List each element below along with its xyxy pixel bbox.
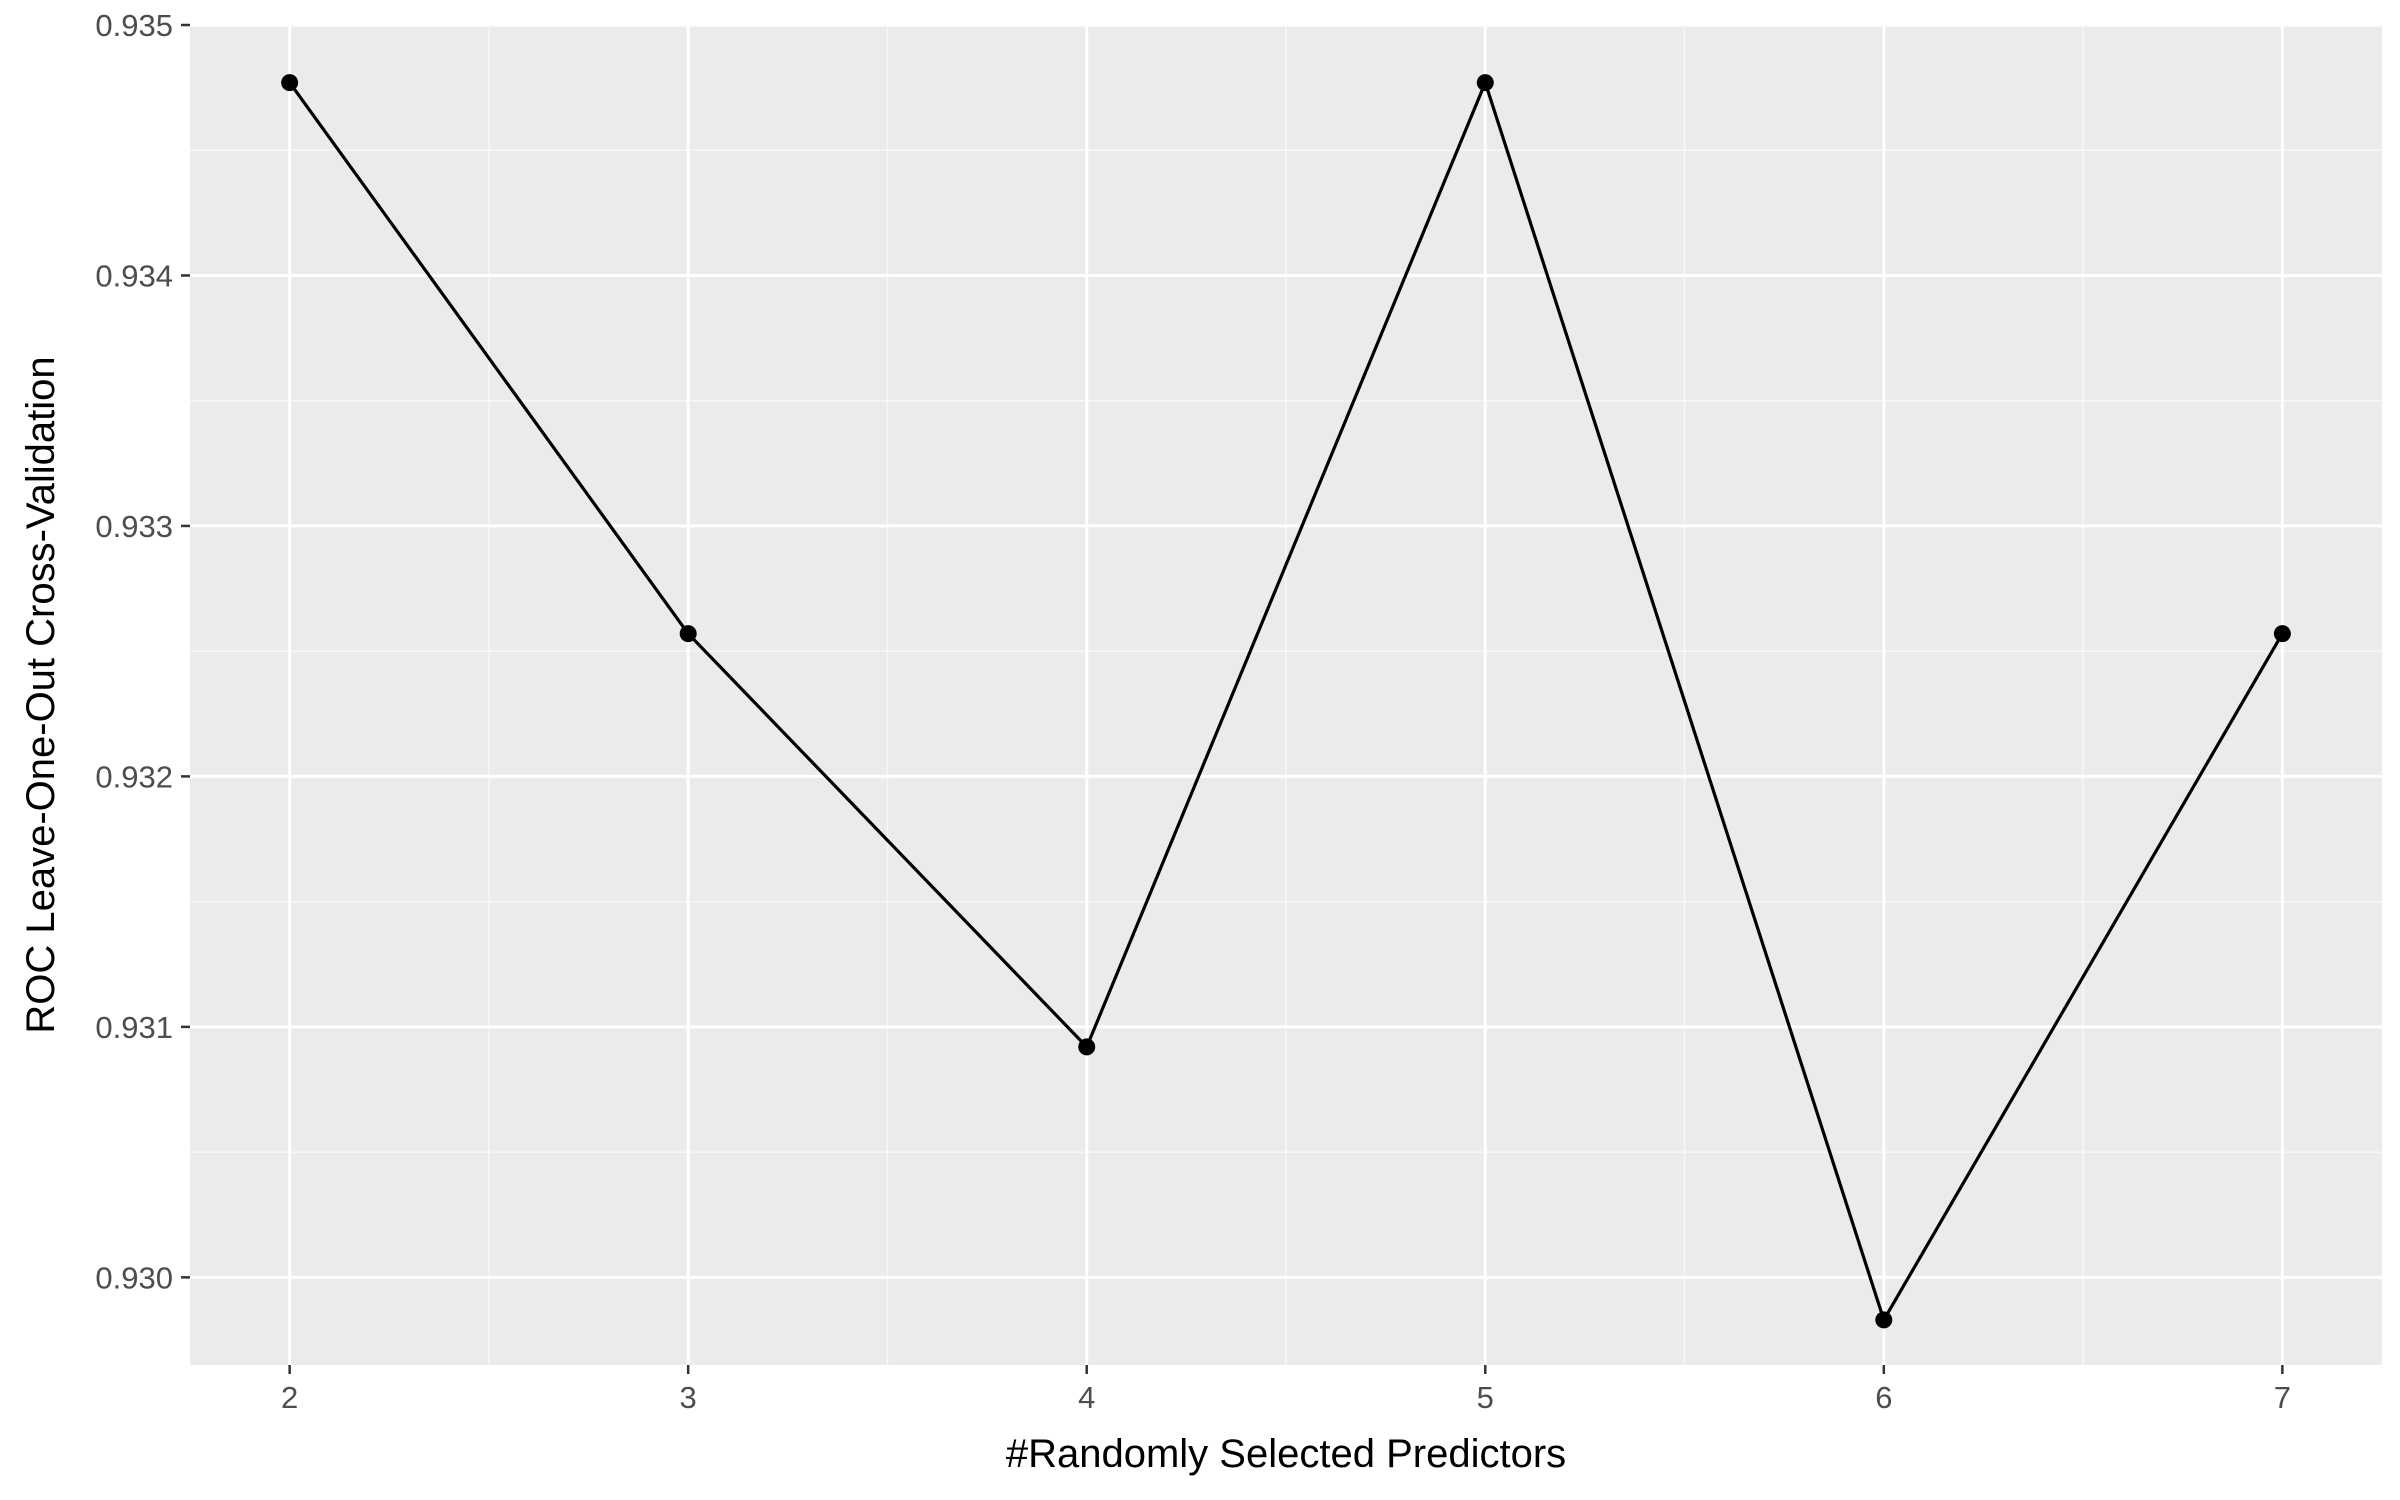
y-axis: 0.930 0.931 0.932 0.933 0.934 0.935 <box>95 8 190 1295</box>
y-tick-label: 0.934 <box>95 258 173 293</box>
data-point <box>1078 1038 1096 1056</box>
data-point <box>1875 1311 1893 1329</box>
y-tick-label: 0.933 <box>95 509 173 544</box>
data-point <box>1476 74 1494 92</box>
x-axis: 2 3 4 5 6 7 <box>281 1365 2291 1415</box>
y-tick-label: 0.931 <box>95 1010 173 1045</box>
y-tick-label: 0.930 <box>95 1260 173 1295</box>
x-tick-label: 2 <box>281 1380 298 1415</box>
minor-grid <box>190 25 2382 1365</box>
data-point <box>2273 625 2291 643</box>
y-tick-label: 0.932 <box>95 759 173 794</box>
x-tick-label: 6 <box>1875 1380 1892 1415</box>
series-line <box>288 81 2284 1322</box>
y-tick-label: 0.935 <box>95 8 173 43</box>
points-layer <box>281 74 2291 1329</box>
data-point <box>281 74 299 92</box>
x-tick-label: 5 <box>1477 1380 1494 1415</box>
x-axis-title: #Randomly Selected Predictors <box>1006 1432 1566 1476</box>
y-axis-title: ROC Leave-One-Out Cross-Validation <box>19 356 63 1033</box>
major-grid <box>190 23 2382 1365</box>
x-tick-label: 4 <box>1078 1380 1095 1415</box>
data-point <box>679 625 697 643</box>
x-tick-label: 7 <box>2274 1380 2291 1415</box>
x-tick-label: 3 <box>680 1380 697 1415</box>
series-line-layer <box>288 81 2284 1322</box>
